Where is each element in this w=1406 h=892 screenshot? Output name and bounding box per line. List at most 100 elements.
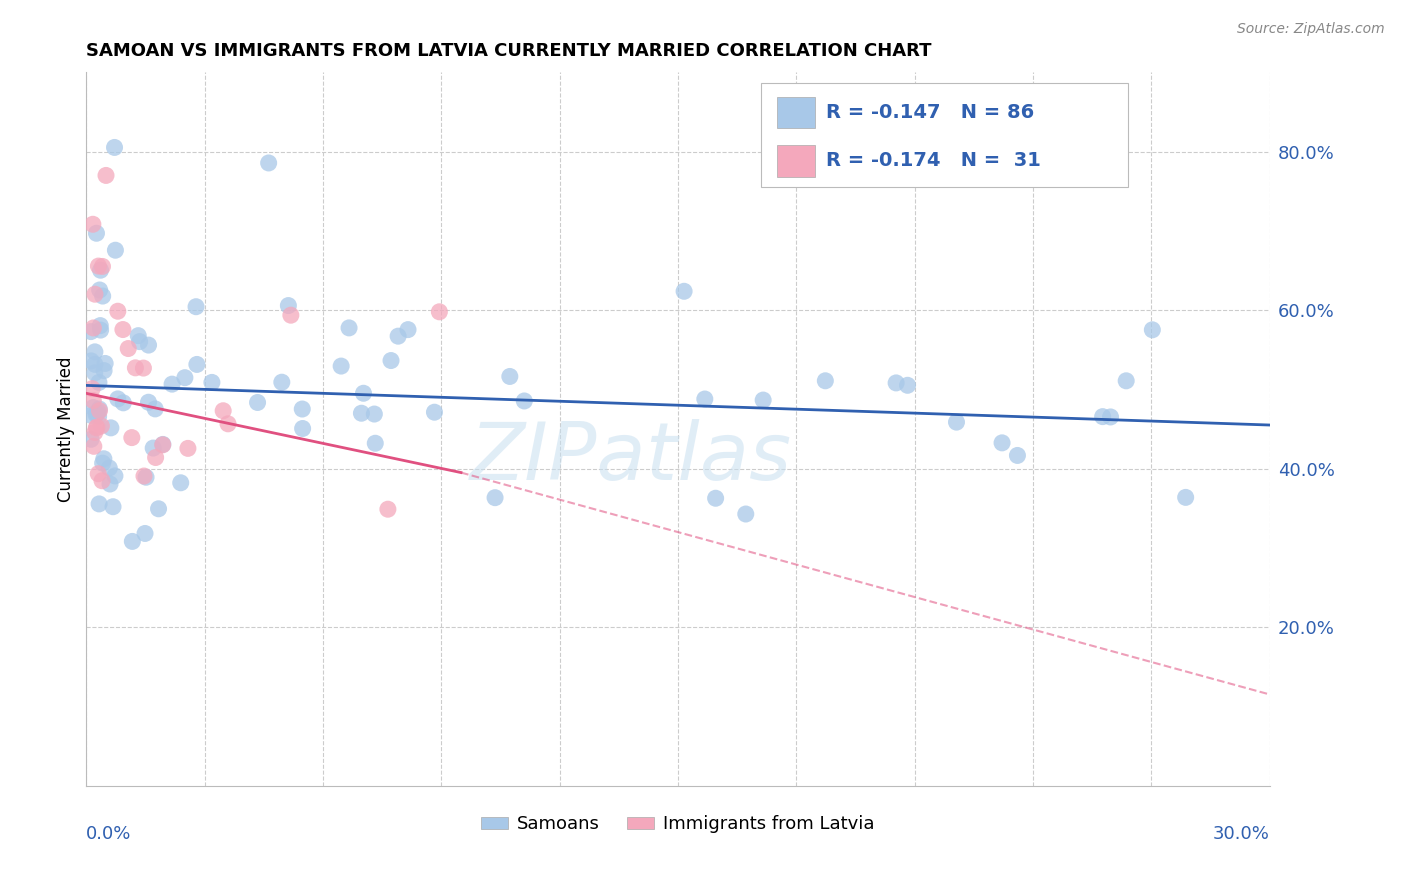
Point bbox=[121, 431, 143, 445]
Point bbox=[82, 393, 104, 408]
Point bbox=[363, 407, 385, 421]
Point bbox=[945, 415, 967, 429]
Point bbox=[124, 360, 146, 375]
Point bbox=[734, 507, 756, 521]
Point bbox=[101, 500, 124, 514]
Point bbox=[91, 260, 114, 274]
Point bbox=[86, 227, 108, 241]
Point bbox=[174, 370, 197, 384]
Point bbox=[337, 321, 360, 335]
Point bbox=[80, 409, 103, 423]
Point bbox=[291, 402, 314, 417]
Point bbox=[212, 403, 235, 417]
Point bbox=[87, 497, 110, 511]
Point bbox=[82, 321, 104, 335]
Point bbox=[353, 386, 375, 401]
Point bbox=[1174, 491, 1197, 505]
Text: SAMOAN VS IMMIGRANTS FROM LATVIA CURRENTLY MARRIED CORRELATION CHART: SAMOAN VS IMMIGRANTS FROM LATVIA CURRENT… bbox=[86, 42, 932, 60]
Point bbox=[991, 435, 1014, 450]
Point bbox=[499, 369, 522, 384]
Point bbox=[93, 363, 115, 377]
Point bbox=[91, 474, 114, 488]
Legend: Samoans, Immigrants from Latvia: Samoans, Immigrants from Latvia bbox=[474, 808, 882, 840]
Point bbox=[1091, 409, 1114, 424]
Point bbox=[160, 377, 183, 392]
Point bbox=[350, 406, 373, 420]
Point bbox=[1115, 374, 1137, 388]
Point bbox=[80, 354, 103, 368]
Point bbox=[94, 169, 117, 183]
Point bbox=[83, 344, 105, 359]
Point bbox=[121, 534, 143, 549]
Point bbox=[87, 376, 110, 390]
Point bbox=[814, 374, 837, 388]
Point bbox=[138, 395, 160, 409]
Point bbox=[513, 394, 536, 409]
Point bbox=[201, 376, 224, 390]
Point bbox=[152, 438, 174, 452]
Point bbox=[112, 396, 135, 410]
Point bbox=[423, 405, 446, 419]
Point bbox=[148, 501, 170, 516]
Point bbox=[291, 421, 314, 435]
FancyBboxPatch shape bbox=[778, 145, 815, 177]
Point bbox=[89, 263, 111, 277]
Point bbox=[364, 436, 387, 450]
Point bbox=[82, 382, 104, 396]
Point bbox=[704, 491, 727, 506]
Point bbox=[111, 322, 134, 336]
Point bbox=[1099, 409, 1122, 424]
Y-axis label: Currently Married: Currently Married bbox=[58, 356, 75, 501]
Point bbox=[82, 217, 104, 231]
Point bbox=[107, 392, 129, 406]
Point bbox=[90, 418, 112, 433]
Point bbox=[87, 467, 110, 481]
Point bbox=[87, 259, 110, 273]
Point bbox=[330, 359, 353, 373]
Point bbox=[429, 305, 451, 319]
Point bbox=[87, 409, 110, 424]
Point bbox=[80, 432, 103, 446]
Point bbox=[280, 308, 302, 322]
Text: R = -0.147   N = 86: R = -0.147 N = 86 bbox=[825, 103, 1033, 122]
Point bbox=[98, 477, 121, 491]
Point bbox=[217, 417, 239, 431]
Text: 0.0%: 0.0% bbox=[86, 825, 132, 843]
Point bbox=[752, 393, 775, 408]
Point bbox=[132, 469, 155, 483]
Point bbox=[86, 421, 108, 435]
Point bbox=[142, 441, 165, 455]
FancyBboxPatch shape bbox=[778, 96, 815, 128]
Point bbox=[380, 353, 402, 368]
Point bbox=[138, 338, 160, 352]
Point bbox=[184, 300, 207, 314]
Point bbox=[145, 450, 167, 465]
Point bbox=[89, 283, 111, 297]
Point bbox=[127, 328, 149, 343]
Point bbox=[396, 323, 419, 337]
Point bbox=[387, 329, 409, 343]
Point bbox=[91, 289, 114, 303]
Point bbox=[83, 366, 105, 380]
Point bbox=[94, 356, 117, 370]
Point bbox=[132, 361, 155, 376]
Point bbox=[80, 325, 103, 339]
Point bbox=[170, 475, 193, 490]
Point bbox=[152, 437, 174, 451]
Point bbox=[1007, 449, 1029, 463]
Point bbox=[270, 375, 292, 389]
Text: Source: ZipAtlas.com: Source: ZipAtlas.com bbox=[1237, 22, 1385, 37]
Point bbox=[134, 526, 156, 541]
Point bbox=[673, 285, 696, 299]
Point bbox=[104, 244, 127, 258]
Text: R = -0.174   N =  31: R = -0.174 N = 31 bbox=[825, 152, 1040, 170]
Point bbox=[98, 461, 121, 475]
Point bbox=[91, 456, 114, 470]
Point bbox=[84, 357, 107, 371]
Point bbox=[89, 403, 111, 417]
Point bbox=[257, 156, 280, 170]
Point bbox=[100, 421, 122, 435]
Point bbox=[128, 334, 150, 349]
Point bbox=[89, 401, 111, 416]
Point bbox=[186, 358, 208, 372]
